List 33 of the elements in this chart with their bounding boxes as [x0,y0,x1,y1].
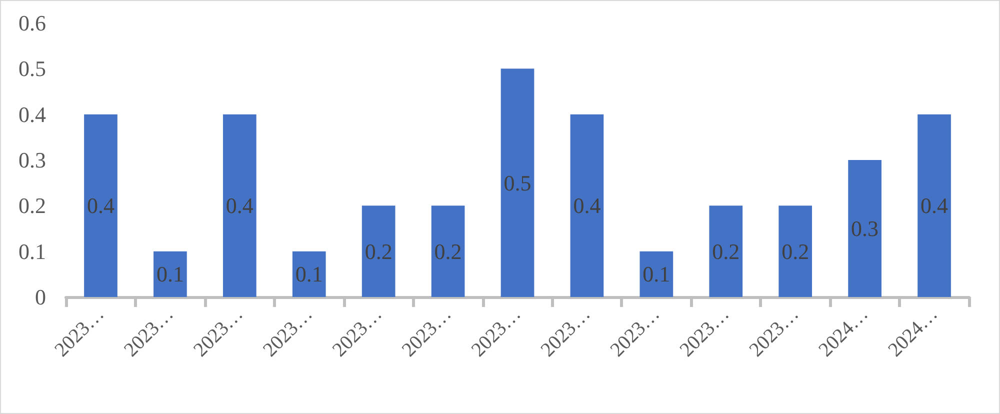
bar [918,114,951,297]
y-tick-label: 0.6 [18,10,46,36]
data-label: 0.4 [920,193,948,218]
bar [292,251,326,297]
data-label: 0.1 [295,262,323,287]
data-label: 0.2 [712,238,740,264]
bar [222,114,256,297]
data-label: 0.2 [434,238,462,264]
y-tick-label: 0.4 [18,102,46,127]
bar [431,206,465,297]
data-label: 0.4 [573,193,601,218]
data-label: 0.3 [851,216,879,241]
data-label: 0.1 [642,262,670,287]
bar [500,68,534,297]
y-tick-label: 0.3 [18,148,46,172]
bar [154,251,187,297]
data-label: 0.2 [782,238,810,264]
data-label: 0.4 [226,193,254,218]
y-tick-label: 0.1 [18,238,46,264]
y-tick-label: 0.2 [18,193,46,218]
data-label: 0.2 [364,238,392,264]
data-label: 0.5 [504,170,532,196]
bar [570,114,604,297]
y-tick-label: 0.5 [18,56,46,82]
bar [709,206,743,297]
bar [362,206,396,297]
bar [84,114,118,297]
bar [778,206,812,297]
bar [640,251,674,297]
data-label: 0.4 [86,193,114,218]
data-label: 0.1 [156,262,184,287]
y-tick-label: 0 [35,284,46,310]
bar [848,160,882,297]
